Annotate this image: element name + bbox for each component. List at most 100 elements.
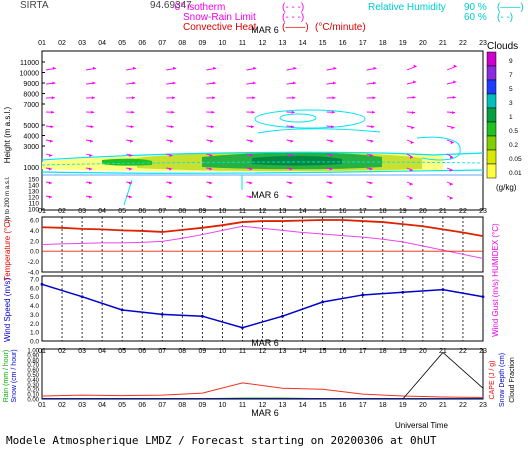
altitude-tick-label: 4000 xyxy=(23,134,39,141)
wind-arrow-head xyxy=(210,139,214,143)
wind-arrow-head xyxy=(289,195,293,199)
hour-label-top: 13 xyxy=(279,40,287,47)
wind-speed-point xyxy=(160,313,164,316)
wind-arrow-head xyxy=(209,195,213,199)
hour-label-top: 08 xyxy=(178,40,186,47)
date-label-precip: MAR 6 xyxy=(251,338,279,348)
wind-gust-axis-label: Wind Gust (m/s) xyxy=(491,279,500,337)
hour-label-alt-bottom: 18 xyxy=(379,208,387,215)
hour-label-top: 06 xyxy=(138,40,146,47)
wind-arrow-head xyxy=(48,181,52,185)
hour-label-precip-top: 16 xyxy=(339,348,347,355)
cloud-colorbar-swatch xyxy=(486,121,497,137)
panel-precip-frame xyxy=(41,348,484,400)
altitude-tick-label: 1000 xyxy=(23,165,39,172)
wind-arrow-head xyxy=(49,139,53,143)
wind-arrow-head xyxy=(290,139,294,143)
wind-arrow-head xyxy=(92,81,96,85)
hour-label-bottom: 03 xyxy=(78,402,86,409)
wind-arrow-head xyxy=(329,154,333,158)
rh-contour-surface-west xyxy=(123,179,133,206)
rh-contour-upper xyxy=(41,151,484,161)
cloud-colorbar-swatch xyxy=(486,163,497,179)
wind-arrow-head xyxy=(253,66,257,70)
hour-label-top: 20 xyxy=(419,40,427,47)
hour-label-bottom: 07 xyxy=(158,402,166,409)
cloud-colorbar-label: 9 xyxy=(509,58,513,65)
wind-arrow-head xyxy=(371,125,375,129)
hour-label-alt-bottom: 15 xyxy=(319,208,327,215)
wind-speed-point xyxy=(321,300,325,304)
wind-arrow-head xyxy=(89,139,93,143)
convective-swatch: (——) xyxy=(282,22,309,33)
altitude-lower-tick-label: 130 xyxy=(28,189,39,196)
hour-label-bottom: 09 xyxy=(198,402,206,409)
wind-speed-point xyxy=(120,308,124,312)
cloud-colorbar-swatch xyxy=(486,135,497,151)
altitude-lower-tick-label: 150 xyxy=(28,177,39,184)
legend-convective: Convective Heat (——) (°C/minute) xyxy=(183,22,366,33)
legend-isotherm: 0° isotherm (- - -) xyxy=(175,2,305,13)
wind-arrow-head xyxy=(291,125,295,129)
hour-label-alt-bottom: 04 xyxy=(98,208,106,215)
wind-arrow-head xyxy=(212,81,216,85)
temperature-line xyxy=(41,219,484,238)
wind-arrow-head xyxy=(369,181,373,185)
wind-tick-label: 2.0 xyxy=(30,321,39,328)
cloud-colorbar-swatch xyxy=(486,93,497,109)
wind-arrow-head xyxy=(171,110,175,114)
wind-tick-label: 5.0 xyxy=(30,294,39,301)
wind-arrow-head xyxy=(52,81,56,85)
wind-arrow-head xyxy=(410,141,414,145)
wind-arrow-head xyxy=(332,81,336,85)
wind-arrow-head xyxy=(88,167,92,171)
wind-arrow-head xyxy=(88,195,92,199)
wind-arrow-head xyxy=(252,96,256,100)
wind-arrow-head xyxy=(251,110,255,114)
hour-label-bottom: 11 xyxy=(239,402,246,409)
wind-arrow-head xyxy=(369,195,373,199)
precip-tick-label: 0.80 xyxy=(27,358,39,364)
hour-label-top: 23 xyxy=(479,40,487,47)
temperature-tick-label: 6.0 xyxy=(30,218,39,225)
altitude-lower-tick-label: 120 xyxy=(28,195,39,202)
wind-arrow-head xyxy=(252,81,256,85)
hour-label-precip-top: 21 xyxy=(439,348,447,355)
wind-arrow-head xyxy=(129,181,133,185)
hour-label-bottom: 02 xyxy=(58,402,66,409)
wind-arrow-head xyxy=(169,167,173,171)
wind-arrow-head xyxy=(413,64,417,68)
wind-arrow-head xyxy=(373,81,377,85)
rh-60-swatch: (- -) xyxy=(497,12,513,23)
wind-arrow-head xyxy=(409,196,413,200)
isotherm-swatch: (- - -) xyxy=(282,2,304,13)
wind-arrow-head xyxy=(289,154,293,158)
wind-arrow-head xyxy=(293,66,297,70)
wind-arrow-head xyxy=(130,125,134,129)
wind-arrow-head xyxy=(50,125,54,129)
snow-rain-swatch: (- - -) xyxy=(282,12,304,23)
hour-label-precip-top: 06 xyxy=(138,348,146,355)
rh-label: Relative Humidity xyxy=(368,2,446,13)
rh-90: 90 % xyxy=(464,2,487,13)
hour-label-precip-top: 04 xyxy=(98,348,106,355)
wind-arrow-head xyxy=(52,66,56,70)
cloud-colorbar-label: 0.5 xyxy=(509,128,518,135)
wind-arrow-head xyxy=(48,195,52,199)
hour-label-top: 05 xyxy=(118,40,126,47)
wind-arrow-head xyxy=(372,96,376,100)
wind-arrow-head xyxy=(129,195,133,199)
clouds-unit: (g/kg) xyxy=(496,183,517,192)
hour-label-precip-top: 09 xyxy=(198,348,206,355)
cloud-fraction-axis-label: Cloud Fraction xyxy=(509,357,516,403)
hour-label-precip-top: 12 xyxy=(259,348,267,355)
wind-arrow-head xyxy=(332,96,336,100)
wind-tick-label: 7.0 xyxy=(30,277,39,284)
wind-arrow-head xyxy=(172,81,176,85)
wind-arrow-head xyxy=(449,182,453,186)
altitude-tick-label: 9000 xyxy=(23,81,39,88)
rh-contours xyxy=(41,109,484,206)
wind-arrow-head xyxy=(413,80,417,84)
hour-label-top: 14 xyxy=(299,40,307,47)
wind-speed-line xyxy=(41,283,484,329)
